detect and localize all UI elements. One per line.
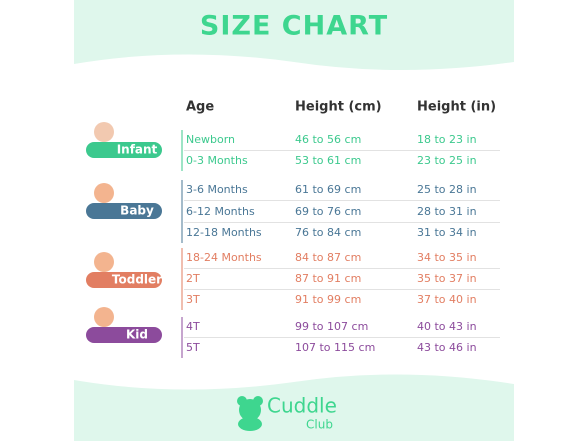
cell: 87 to 91 cm (295, 272, 361, 285)
cell: 84 to 87 cm (295, 251, 361, 264)
cell: 3-6 Months (186, 183, 248, 196)
cell: 3T (186, 293, 200, 306)
column-header: Height (in) (417, 100, 496, 115)
cell: 12-18 Months (186, 226, 262, 239)
cell: 40 to 43 in (417, 320, 477, 333)
brand: Cuddle (267, 394, 337, 418)
cell: 31 to 34 in (417, 226, 477, 239)
cell: Newborn (186, 133, 235, 146)
column-header: Height (cm) (295, 100, 382, 115)
column-header: Age (186, 100, 214, 115)
cell: 61 to 69 cm (295, 183, 361, 196)
title: SIZE CHART (200, 11, 388, 42)
cell: 28 to 31 in (417, 205, 477, 218)
cell: 91 to 99 cm (295, 293, 361, 306)
cell: 25 to 28 in (417, 183, 477, 196)
group-label: Baby (120, 204, 154, 218)
child-head (94, 183, 114, 203)
brand-sub: Club (306, 418, 333, 432)
group-label: Toddler (112, 273, 162, 287)
cell: 46 to 56 cm (295, 133, 361, 146)
group-label: Infant (117, 143, 158, 157)
cell: 2T (186, 272, 200, 285)
cell: 76 to 84 cm (295, 226, 361, 239)
child-head (94, 252, 114, 272)
cell: 69 to 76 cm (295, 205, 361, 218)
cell: 18 to 23 in (417, 133, 477, 146)
cell: 18-24 Months (186, 251, 262, 264)
cell: 4T (186, 320, 200, 333)
cell: 107 to 115 cm (295, 341, 375, 354)
cell: 37 to 40 in (417, 293, 477, 306)
cell: 43 to 46 in (417, 341, 477, 354)
child-head (94, 307, 114, 327)
group-pill (86, 203, 162, 219)
group-pill (86, 142, 162, 158)
logo (237, 396, 263, 431)
cell: 5T (186, 341, 200, 354)
bottom-band (74, 374, 514, 441)
cell: 53 to 61 cm (295, 154, 361, 167)
cell: 99 to 107 cm (295, 320, 368, 333)
cell: 6-12 Months (186, 205, 255, 218)
top-band (74, 0, 514, 70)
child-head (94, 122, 114, 142)
group-label: Kid (126, 328, 148, 342)
cell: 23 to 25 in (417, 154, 477, 167)
group-pill (86, 272, 162, 288)
group-pill (86, 327, 162, 343)
cell: 34 to 35 in (417, 251, 477, 264)
cell: 0-3 Months (186, 154, 248, 167)
cell: 35 to 37 in (417, 272, 477, 285)
